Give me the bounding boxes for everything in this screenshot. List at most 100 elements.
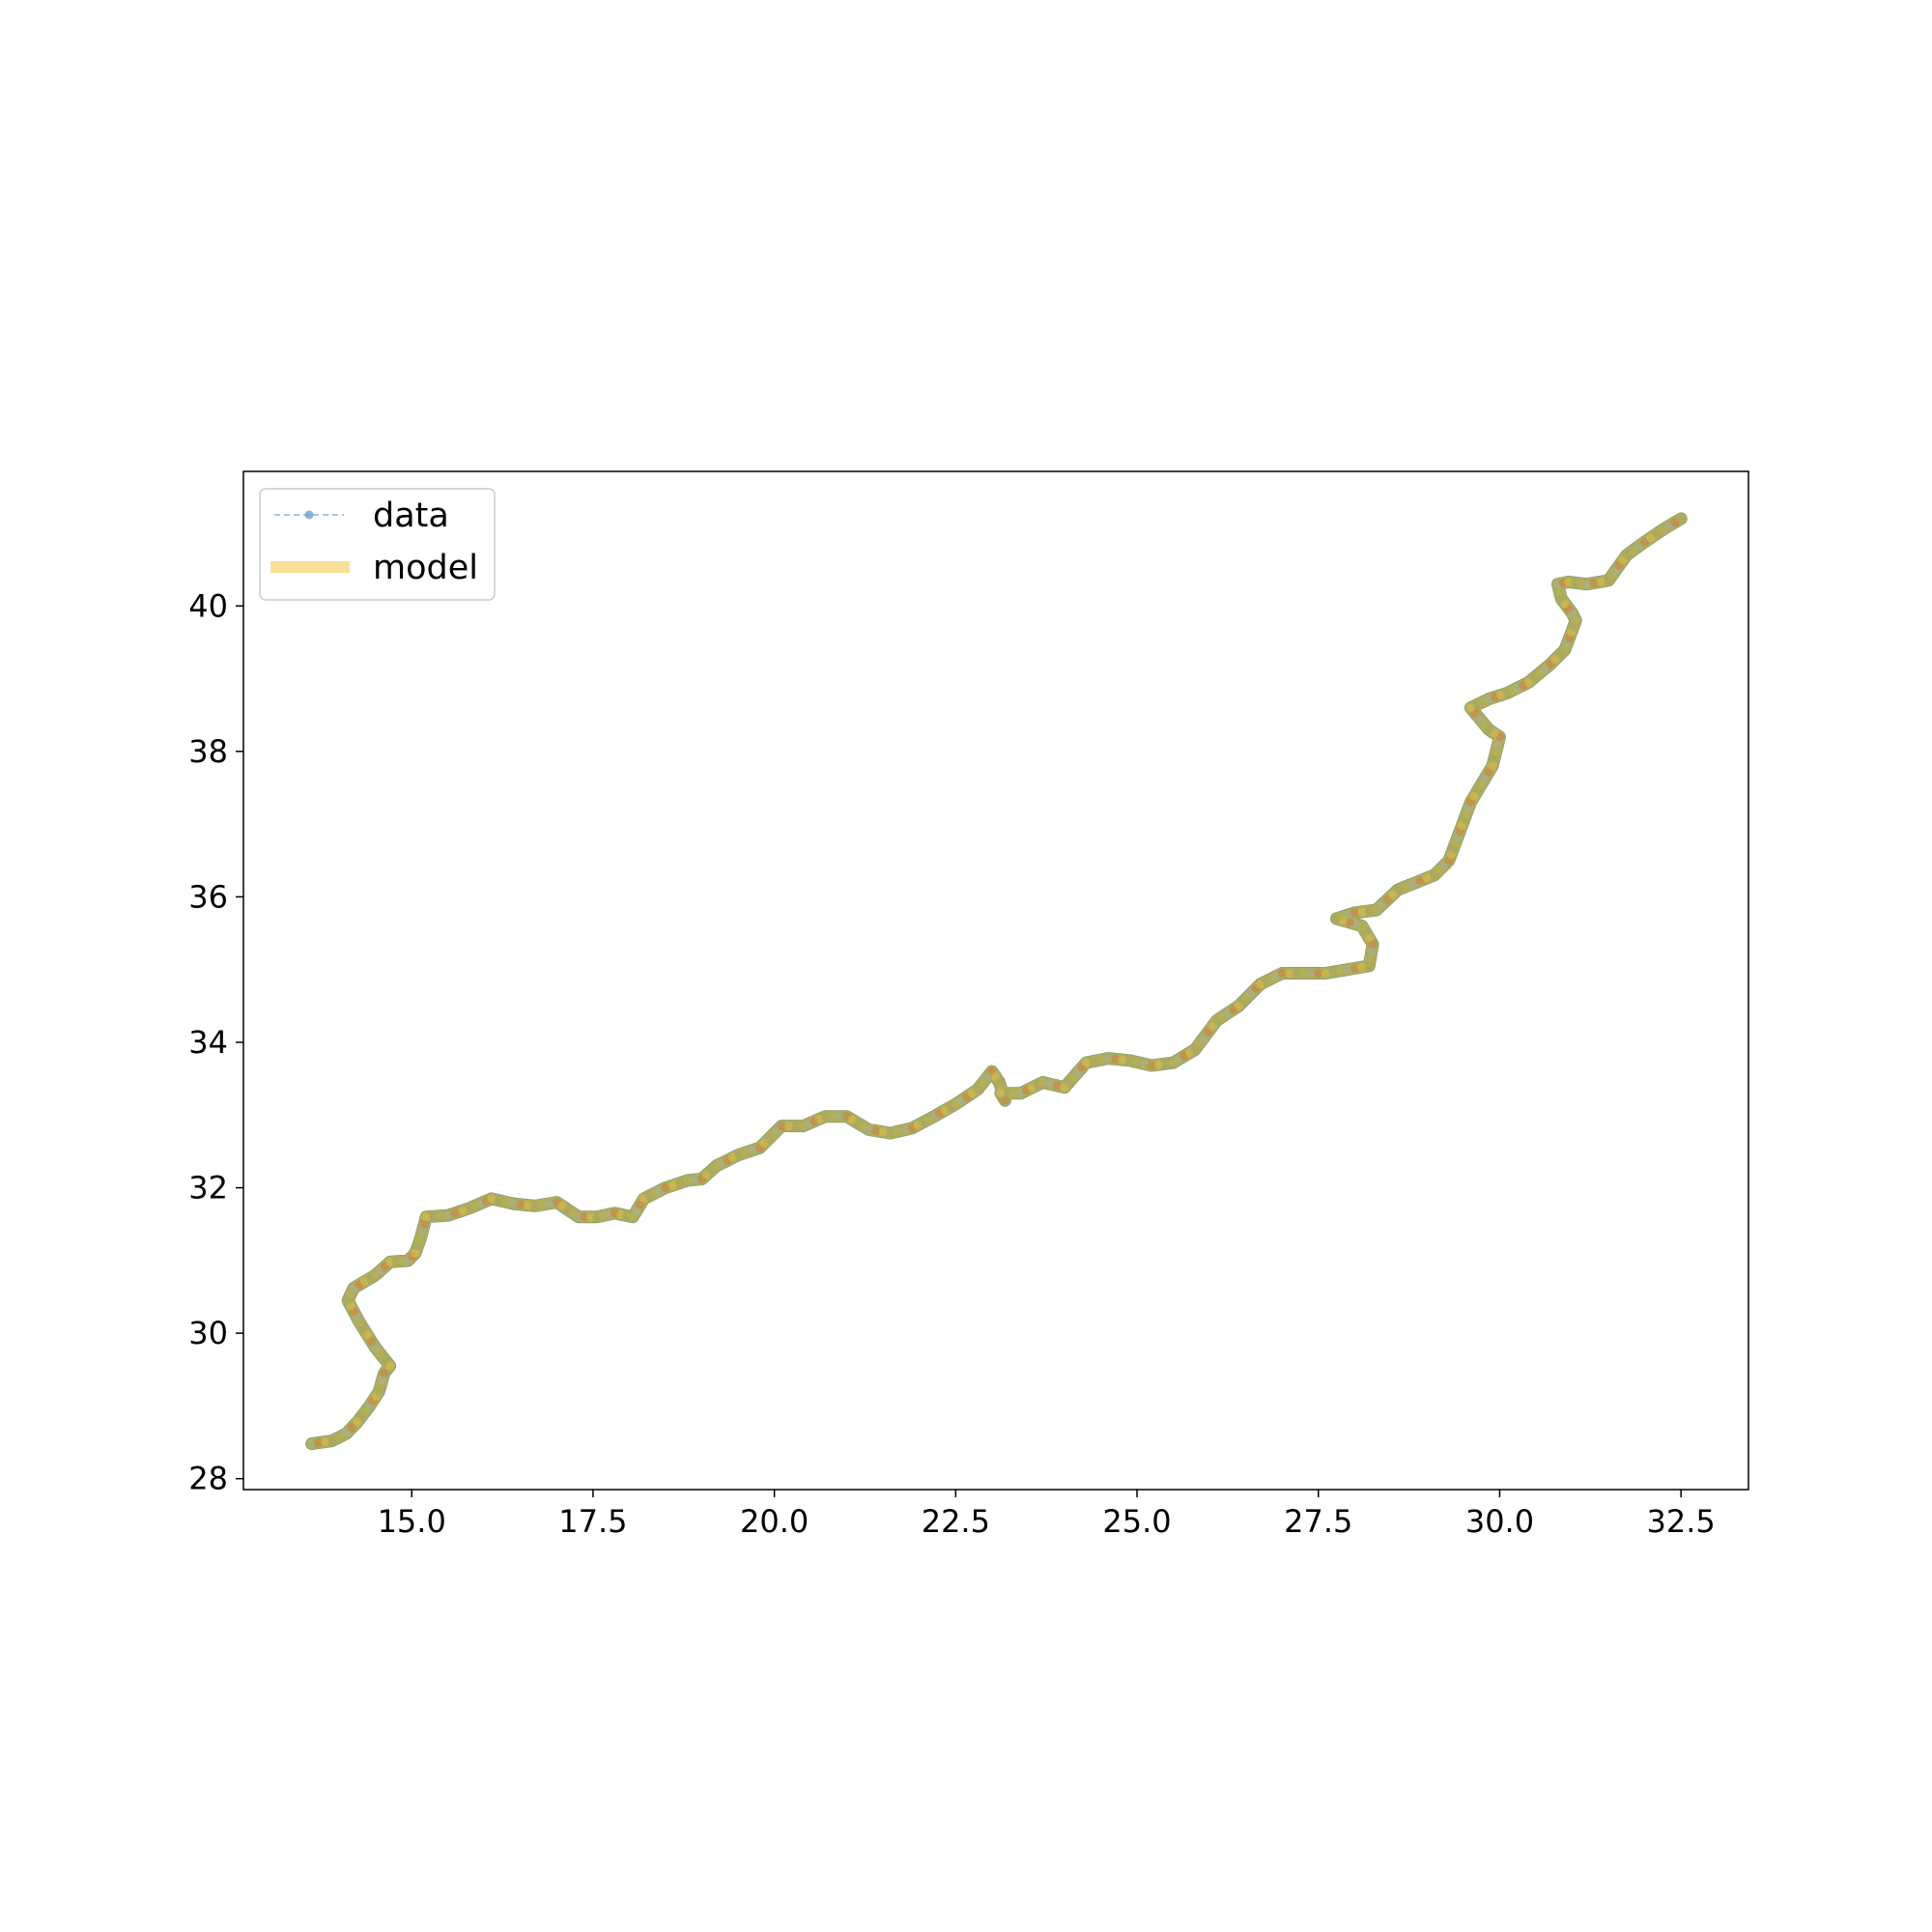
data-point [1314, 969, 1323, 978]
data-point [777, 1122, 786, 1131]
data-point [996, 1089, 1006, 1098]
data-point [835, 1112, 844, 1122]
data-point [1377, 900, 1386, 910]
data-point [436, 1211, 445, 1221]
data-point [690, 1175, 699, 1184]
data-point [675, 1179, 685, 1187]
data-point [1125, 1056, 1134, 1065]
data-point [494, 1196, 503, 1206]
data-point [1401, 882, 1410, 892]
data-point [1388, 890, 1398, 899]
data-point [1009, 1089, 1019, 1098]
x-tick-label: 25.0 [1102, 1503, 1171, 1540]
legend: data model [259, 488, 496, 601]
data-point [367, 1337, 376, 1347]
data-point [1118, 1055, 1127, 1065]
data-point [516, 1200, 526, 1209]
data-point [1634, 542, 1643, 551]
data-point [864, 1124, 873, 1134]
y-axis: 28 30 32 34 36 38 40 [188, 587, 243, 1497]
data-point [421, 1212, 431, 1222]
data-point [314, 1438, 324, 1448]
axes-frame [242, 470, 1749, 1491]
data-point [1622, 551, 1632, 560]
data-point [508, 1199, 518, 1208]
data-point [1571, 615, 1580, 625]
data-point [683, 1176, 692, 1185]
data-point [784, 1122, 794, 1131]
y-tick-label: 36 [188, 878, 228, 915]
data-point [1285, 969, 1294, 978]
data-point [1350, 908, 1359, 918]
data-point [1652, 529, 1662, 538]
data-point [1493, 739, 1503, 749]
data-point [1140, 1059, 1149, 1068]
model-series-line [305, 512, 1688, 1450]
data-point [1597, 577, 1606, 586]
data-point [1367, 947, 1377, 956]
data-point [871, 1126, 881, 1136]
data-point [419, 1219, 429, 1229]
data-point [381, 1355, 390, 1365]
data-point [347, 1423, 356, 1433]
data-point [321, 1437, 330, 1447]
data-point [1372, 905, 1381, 915]
data-point [362, 1330, 372, 1340]
data-point [580, 1212, 589, 1222]
data-point [982, 1072, 992, 1082]
series-layer [305, 512, 1688, 1451]
data-point [1357, 907, 1367, 917]
data-point [1003, 1089, 1012, 1098]
data-point [450, 1208, 460, 1218]
data-point [376, 1350, 385, 1358]
data-point [342, 1429, 352, 1438]
data-point [828, 1112, 838, 1122]
y-tick-label: 38 [188, 733, 228, 770]
data-point [327, 1436, 337, 1446]
data-point [1556, 594, 1566, 604]
data-point [380, 1369, 389, 1378]
data-point [886, 1128, 895, 1138]
x-axis: 15.0 17.5 20.0 22.5 25.0 27.5 30.0 32.5 [378, 1490, 1716, 1540]
data-point [501, 1197, 511, 1207]
data-point [1582, 580, 1592, 589]
data-point [1393, 885, 1403, 895]
data-point [1037, 1077, 1047, 1087]
x-tick-label: 15.0 [378, 1503, 446, 1540]
data-point [973, 1085, 982, 1094]
data-point [371, 1343, 381, 1352]
x-tick-label: 27.5 [1284, 1503, 1352, 1540]
data-point [1045, 1079, 1055, 1089]
data-point [1328, 967, 1338, 977]
data-point [1343, 965, 1352, 975]
data-point [878, 1127, 888, 1137]
data-point [1350, 964, 1359, 973]
data-point [733, 1151, 743, 1160]
data-point [978, 1079, 987, 1089]
data-point [1082, 1058, 1091, 1067]
y-tick-label: 34 [188, 1024, 228, 1061]
data-point [530, 1201, 540, 1210]
data-point [1147, 1061, 1156, 1070]
data-point [893, 1126, 902, 1136]
data-point [358, 1323, 368, 1333]
data-point [413, 1241, 423, 1251]
data-point [1299, 969, 1309, 978]
data-point [1096, 1055, 1105, 1065]
data-point [417, 1227, 427, 1236]
data-point [545, 1199, 554, 1208]
data-point [668, 1180, 677, 1190]
data-point [1089, 1057, 1098, 1066]
data-point [458, 1206, 468, 1215]
data-point [1111, 1054, 1120, 1064]
data-point [1407, 879, 1417, 889]
data-point [1103, 1054, 1113, 1064]
legend-label-data: data [373, 497, 449, 535]
plot-area [243, 471, 1748, 1490]
data-point [1277, 969, 1287, 978]
data-point [537, 1200, 547, 1209]
data-point [1000, 1095, 1009, 1105]
data-point [1321, 969, 1330, 978]
data-point [900, 1125, 910, 1135]
data-point [1628, 546, 1637, 555]
